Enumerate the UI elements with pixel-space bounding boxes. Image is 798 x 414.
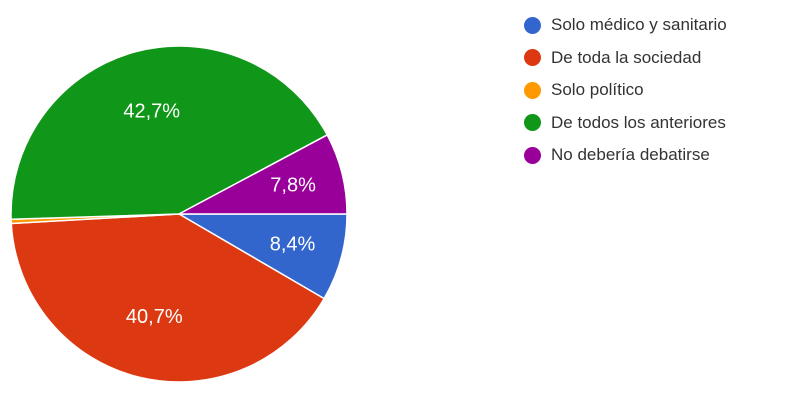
- legend-item-de-todos-los-anteriores[interactable]: De todos los anteriores: [524, 112, 727, 134]
- legend-label: No debería debatirse: [551, 145, 710, 164]
- pie-chart: 8,4% 40,7% 42,7% 7,8%: [10, 45, 348, 383]
- legend-swatch-icon: [524, 146, 541, 164]
- legend-label: Solo político: [551, 80, 644, 99]
- slice-label-de-toda-la-sociedad: 40,7%: [126, 306, 183, 328]
- slice-label-no-deberia-debatirse: 7,8%: [270, 174, 316, 196]
- slice-label-solo-medico-y-sanitario: 8,4%: [270, 234, 316, 256]
- legend-item-de-toda-la-sociedad[interactable]: De toda la sociedad: [524, 47, 727, 69]
- pie-slice-solo-medico-y-sanitario: [176, 213, 348, 300]
- legend-swatch-icon: [524, 49, 541, 66]
- slice-label-de-todos-los-anteriores: 42,7%: [123, 101, 180, 123]
- legend-label: Solo médico y sanitario: [551, 15, 727, 34]
- legend-item-solo-medico-y-sanitario[interactable]: Solo médico y sanitario: [524, 14, 727, 36]
- legend-item-solo-politico[interactable]: Solo político: [524, 79, 727, 101]
- chart-legend: Solo médico y sanitario De toda la socied…: [524, 14, 727, 177]
- legend-item-no-deberia-debatirse[interactable]: No debería debatirse: [524, 144, 727, 166]
- legend-label: De todos los anteriores: [551, 112, 726, 132]
- legend-label: De toda la sociedad: [551, 47, 702, 67]
- pie-slice-de-toda-la-sociedad: [10, 213, 326, 383]
- legend-swatch-icon: [524, 81, 541, 99]
- legend-swatch-icon: [524, 16, 541, 34]
- pie-slice-de-todos-los-anteriores: [10, 45, 329, 221]
- legend-swatch-icon: [524, 114, 541, 131]
- pie-slice-no-deberia-debatirse: [178, 133, 348, 215]
